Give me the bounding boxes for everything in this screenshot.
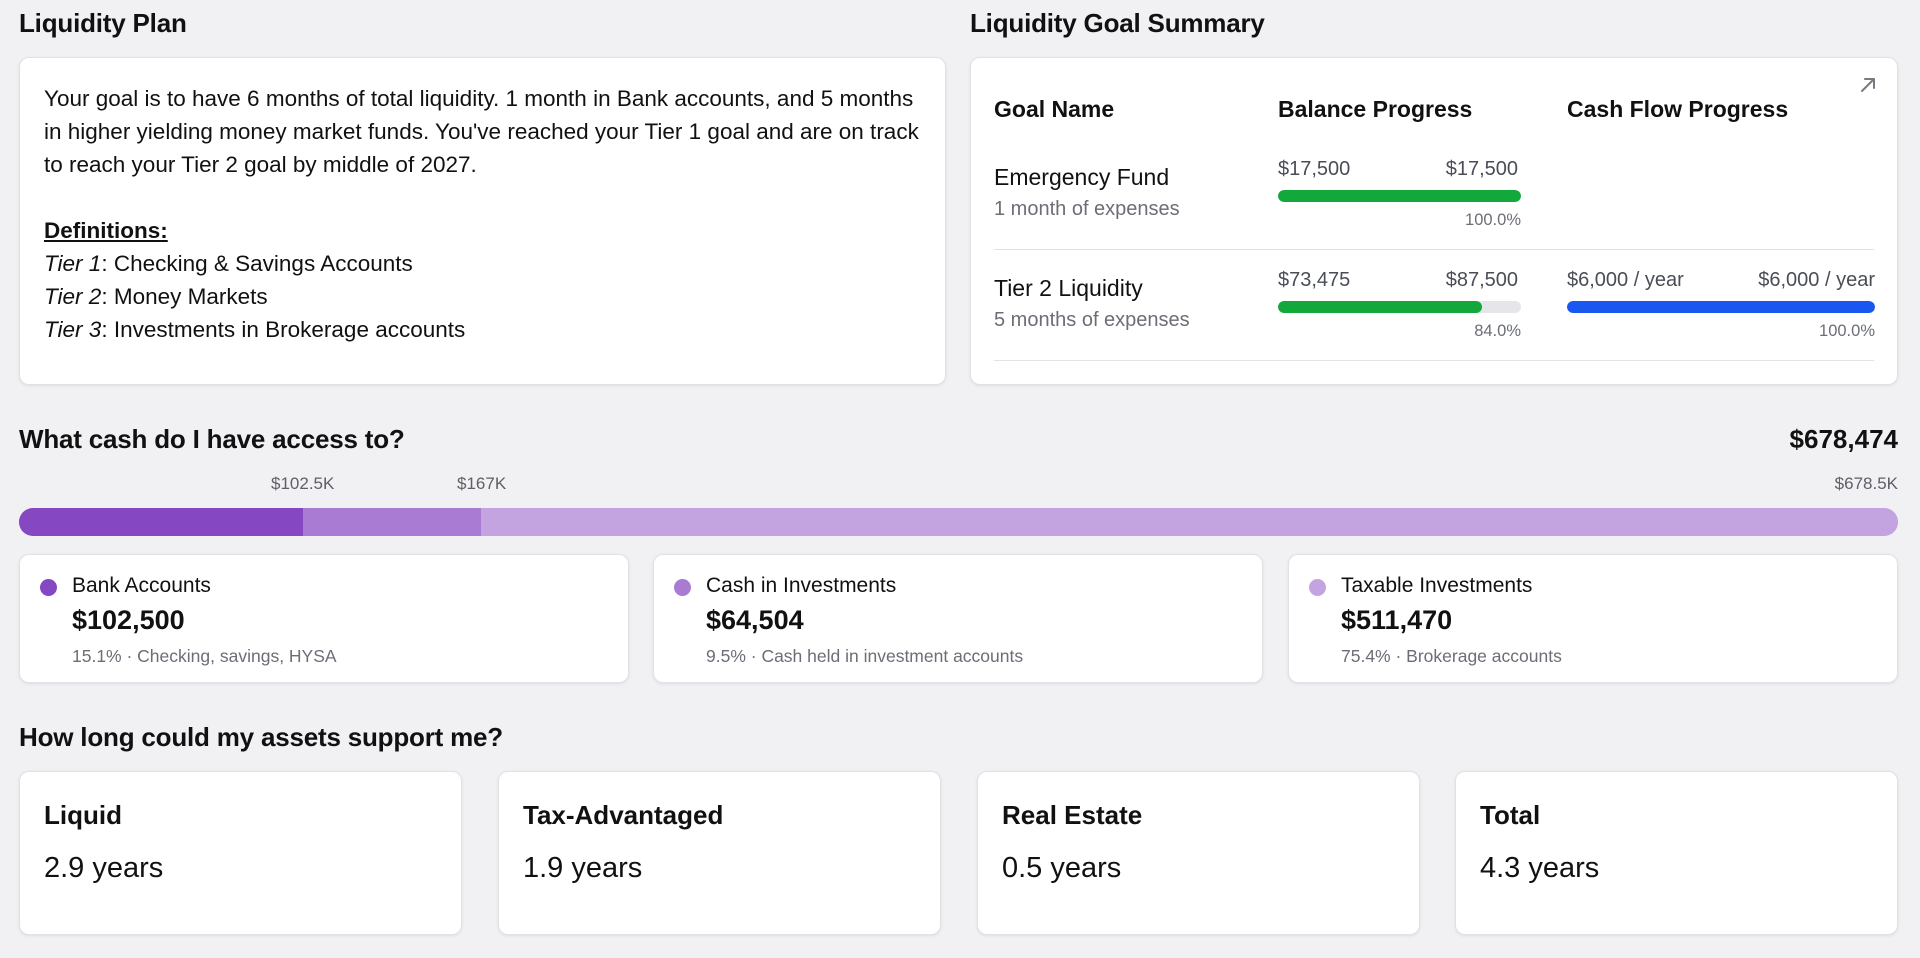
legend-dot: [674, 579, 691, 596]
definition-text: : Investments in Brokerage accounts: [101, 317, 466, 342]
support-value: 4.3 years: [1480, 852, 1600, 884]
row-divider: [994, 249, 1874, 250]
support-label: Liquid: [44, 800, 122, 830]
header-goal-name: Goal Name: [994, 96, 1115, 122]
support-label: Total: [1480, 800, 1541, 830]
definition-text: : Money Markets: [101, 284, 268, 309]
category-name: Taxable Investments: [1341, 574, 1533, 597]
balance-target: $87,500: [1445, 269, 1518, 291]
liquidity-plan-title: Liquidity Plan: [19, 8, 187, 38]
definition-term: Tier 2: [44, 284, 102, 309]
category-detail: 75.4% · Brokerage accounts: [1341, 646, 1562, 666]
support-value: 2.9 years: [44, 852, 164, 884]
segment-cash-in-investments[interactable]: [302, 508, 482, 536]
balance-progress-bar: [1278, 190, 1521, 202]
marker-label: $678.5K: [1834, 474, 1898, 493]
cash-flow-progress-fill: [1567, 301, 1875, 313]
support-card-liquid: Liquid 2.9 years: [19, 771, 462, 935]
goal-subtitle: 1 month of expenses: [994, 198, 1180, 220]
category-card-taxable-investments[interactable]: Taxable Investments $511,470 75.4% · Bro…: [1288, 554, 1898, 683]
category-detail: 15.1% · Checking, savings, HYSA: [72, 646, 337, 666]
category-amount: $511,470: [1341, 605, 1453, 635]
plan-paragraph: Your goal is to have 6 months of total l…: [44, 86, 919, 177]
legend-dot: [40, 579, 57, 596]
definition-tier-2: Tier 2: Money Markets: [44, 280, 921, 313]
balance-progress-bar: [1278, 301, 1521, 313]
balance-progress-fill: [1278, 190, 1521, 202]
balance-current: $73,475: [1278, 269, 1351, 291]
marker-label: $167K: [457, 474, 507, 493]
definition-tier-3: Tier 3: Investments in Brokerage account…: [44, 313, 921, 346]
category-amount: $102,500: [72, 605, 185, 635]
header-cash-flow-progress: Cash Flow Progress: [1567, 96, 1789, 122]
definition-text: : Checking & Savings Accounts: [101, 251, 413, 276]
support-card-total: Total 4.3 years: [1455, 771, 1898, 935]
goal-summary-card: Goal Name Balance Progress Cash Flow Pro…: [970, 57, 1898, 385]
goal-name: Tier 2 Liquidity: [994, 275, 1143, 301]
category-name: Bank Accounts: [72, 574, 211, 597]
balance-percent: 100.0%: [1465, 211, 1521, 229]
support-card-real-estate: Real Estate 0.5 years: [977, 771, 1420, 935]
definition-tier-1: Tier 1: Checking & Savings Accounts: [44, 247, 921, 280]
support-value: 1.9 years: [523, 852, 643, 884]
support-label: Real Estate: [1002, 800, 1143, 830]
goal-subtitle: 5 months of expenses: [994, 309, 1190, 331]
support-label: Tax-Advantaged: [523, 800, 724, 830]
balance-percent: 84.0%: [1474, 322, 1521, 340]
header-balance-progress: Balance Progress: [1278, 96, 1473, 122]
row-divider: [994, 360, 1874, 361]
support-value: 0.5 years: [1002, 852, 1122, 884]
marker-label: $102.5K: [271, 474, 335, 493]
legend-dot: [1309, 579, 1326, 596]
liquidity-plan-card: Your goal is to have 6 months of total l…: [19, 57, 946, 385]
definitions-title: Definitions:: [44, 218, 168, 243]
goal-summary-title: Liquidity Goal Summary: [970, 8, 1265, 38]
goal-name: Emergency Fund: [994, 164, 1170, 190]
balance-current: $17,500: [1278, 158, 1351, 180]
category-name: Cash in Investments: [706, 574, 897, 597]
cash-flow-percent: 100.0%: [1819, 322, 1875, 340]
category-card-bank-accounts[interactable]: Bank Accounts $102,500 15.1% · Checking,…: [19, 554, 629, 683]
cash-total-amount: $678,474: [1789, 424, 1898, 454]
cash-access-title: What cash do I have access to?: [19, 424, 405, 454]
definition-term: Tier 3: [44, 317, 102, 342]
segment-bank-accounts[interactable]: [19, 508, 303, 536]
support-card-tax-advantaged: Tax-Advantaged 1.9 years: [498, 771, 941, 935]
definition-term: Tier 1: [44, 251, 102, 276]
cash-flow-progress-bar: [1567, 301, 1875, 313]
balance-progress-fill: [1278, 301, 1483, 313]
expand-arrow-icon[interactable]: [1857, 74, 1879, 96]
cash-flow-target: $6,000 / year: [1758, 269, 1875, 291]
cash-stacked-bar: [19, 508, 1898, 536]
cash-flow-current: $6,000 / year: [1567, 269, 1684, 291]
category-amount: $64,504: [706, 605, 804, 635]
support-title: How long could my assets support me?: [19, 722, 503, 752]
segment-taxable-investments[interactable]: [481, 508, 1898, 536]
category-detail: 9.5% · Cash held in investment accounts: [706, 646, 1024, 666]
liquidity-plan-text: Your goal is to have 6 months of total l…: [44, 82, 921, 346]
balance-target: $17,500: [1445, 158, 1518, 180]
category-card-cash-in-investments[interactable]: Cash in Investments $64,504 9.5% · Cash …: [653, 554, 1263, 683]
